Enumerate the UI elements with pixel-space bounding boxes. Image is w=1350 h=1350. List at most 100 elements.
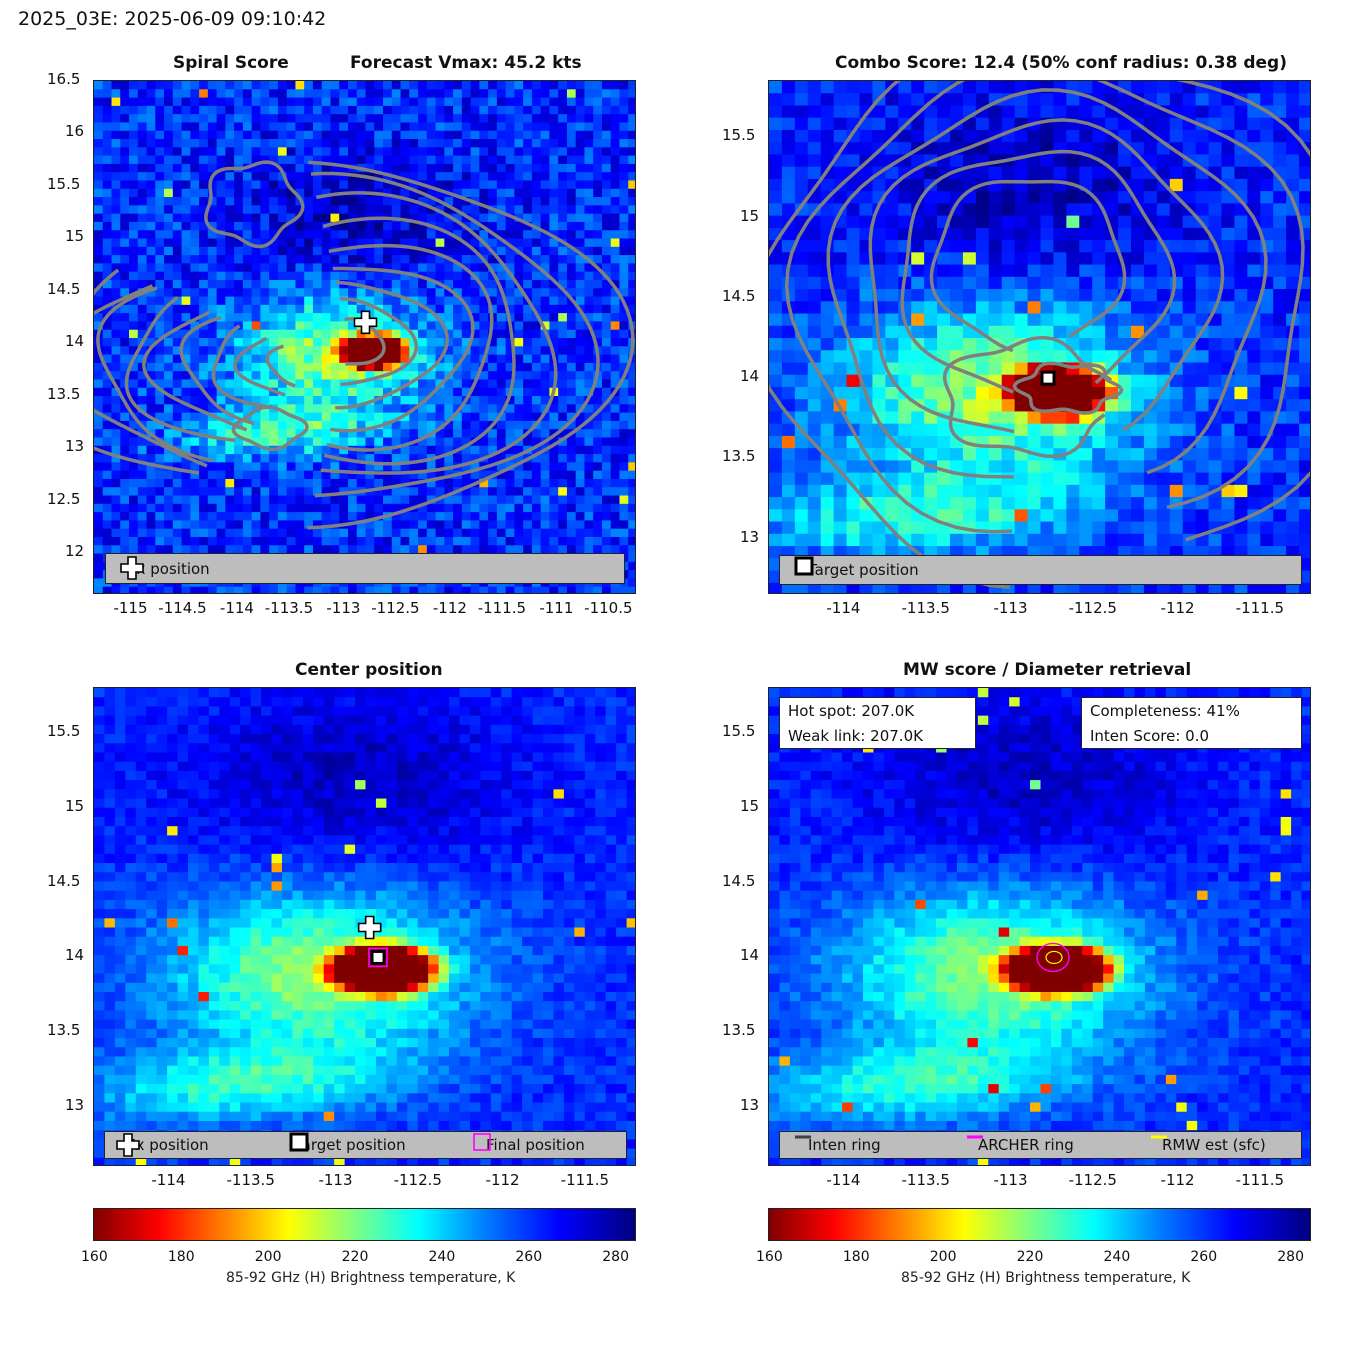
heatmap-cell (1066, 105, 1080, 119)
heatmap-cell (391, 528, 402, 538)
heatmap-cell (374, 470, 384, 480)
heatmap-cell (321, 197, 332, 206)
heatmap-cell (924, 215, 938, 229)
heatmap-cell (409, 105, 419, 115)
heatmap-cell (1040, 227, 1055, 241)
heatmap-cell (129, 97, 139, 107)
heatmap-cell (383, 545, 393, 555)
heatmap-cell (181, 221, 191, 231)
heatmap-cell (794, 93, 809, 107)
heatmap-cell (129, 404, 139, 414)
heatmap-cell (584, 512, 594, 521)
heatmap-cell (950, 509, 964, 523)
heatmap-cell (470, 412, 480, 422)
heatmap-cell (172, 172, 183, 182)
heatmap-cell (330, 238, 340, 248)
heatmap-cell (575, 163, 586, 173)
heatmap-cell (435, 238, 445, 248)
heatmap-cell (365, 246, 375, 256)
heatmap-cell (531, 462, 542, 472)
heatmap-cell (1053, 203, 1067, 217)
heatmap-cell (1079, 203, 1093, 217)
heatmap-cell (610, 478, 621, 488)
heatmap-cell (549, 420, 559, 430)
heatmap-cell (295, 512, 305, 521)
heatmap-cell (286, 478, 297, 488)
heatmap-cell (409, 155, 419, 165)
heatmap-cell (1001, 313, 1016, 327)
heatmap-cell (531, 528, 542, 538)
heatmap-cell (164, 122, 174, 132)
heatmap-cell (470, 130, 480, 140)
heatmap-cell (859, 521, 874, 535)
heatmap-cell (94, 362, 104, 372)
heatmap-cell (242, 338, 253, 347)
heatmap-cell (269, 437, 279, 447)
x-tick-label: -114.5 (158, 599, 207, 617)
heatmap-cell (566, 155, 577, 165)
heatmap-cell (575, 180, 586, 190)
heatmap-cell (470, 304, 480, 314)
heatmap-cell (207, 420, 218, 430)
heatmap-cell (102, 172, 113, 182)
heatmap-cell (102, 304, 113, 314)
heatmap-cell (531, 503, 542, 513)
heatmap-cell (523, 313, 533, 323)
heatmap-cell (1053, 276, 1067, 290)
heatmap-cell (1092, 423, 1106, 437)
heatmap-cell (199, 396, 209, 405)
heatmap-cell (549, 238, 559, 248)
heatmap-cell (111, 263, 121, 273)
heatmap-cell (365, 288, 375, 298)
heatmap-cell (242, 487, 253, 497)
heatmap-cell (295, 230, 305, 240)
heatmap-cell (347, 503, 358, 513)
heatmap-cell (1040, 509, 1055, 523)
heatmap-cell (391, 536, 402, 546)
heatmap-cell (820, 423, 835, 437)
heatmap-cell (470, 520, 480, 530)
heatmap-cell (312, 412, 323, 422)
heatmap-cell (584, 238, 594, 248)
heatmap-cell (593, 412, 603, 422)
heatmap-cell (453, 321, 463, 331)
heatmap-cell (242, 528, 253, 538)
heatmap-cell (496, 263, 507, 273)
heatmap-cell (962, 301, 977, 315)
heatmap-cell (312, 147, 323, 157)
heatmap-cell (988, 313, 1003, 327)
heatmap-cell (781, 460, 796, 474)
heatmap-cell (898, 301, 912, 315)
panel1-title: Spiral Score (173, 53, 289, 73)
heatmap-cell (391, 122, 402, 132)
heatmap-cell (846, 521, 861, 535)
heatmap-cell (418, 478, 428, 488)
heatmap-cell (225, 445, 235, 455)
heatmap-cell (975, 227, 990, 241)
heatmap-cell (330, 139, 340, 148)
heatmap-cell (225, 487, 235, 497)
heatmap-cell (339, 545, 349, 555)
heatmap-cell (988, 582, 1003, 593)
heatmap-cell (496, 81, 507, 90)
heatmap-cell (846, 81, 861, 94)
heatmap-cell (1092, 227, 1106, 241)
heatmap-cell (120, 197, 130, 206)
heatmap-cell (453, 213, 463, 223)
heatmap-cell (102, 114, 113, 124)
heatmap-cell (962, 386, 977, 400)
heatmap-cell (488, 437, 498, 447)
heatmap-cell (286, 454, 297, 463)
heatmap-cell (321, 288, 332, 298)
heatmap-cell (488, 487, 498, 497)
heatmap-cell (137, 379, 148, 389)
heatmap-cell (540, 528, 551, 538)
heatmap-cell (610, 520, 621, 530)
heatmap-cell (383, 362, 393, 372)
heatmap-cell (885, 240, 899, 253)
heatmap-cell (234, 213, 244, 223)
heatmap-cell (347, 205, 358, 215)
heatmap-cell (453, 429, 463, 439)
heatmap-cell (610, 454, 621, 463)
heatmap-cell (181, 520, 191, 530)
